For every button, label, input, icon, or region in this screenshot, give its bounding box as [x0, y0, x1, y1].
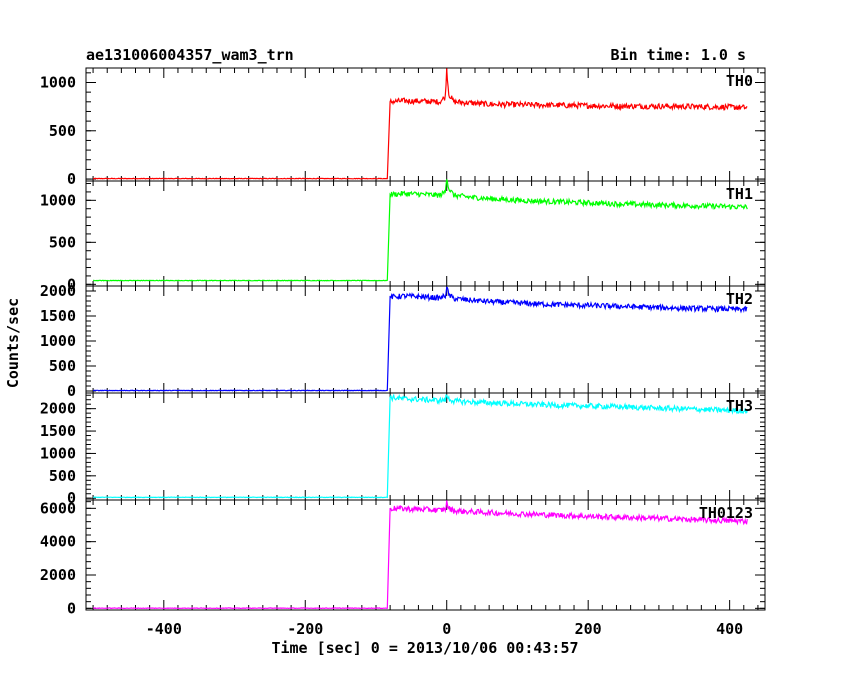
panel-label-th1: TH1: [726, 185, 753, 203]
x-tick-label: -400: [146, 620, 182, 638]
y-tick-label-th3: 1000: [40, 444, 76, 462]
panel-label-th0123: TH0123: [699, 504, 753, 522]
x-tick-label: 400: [716, 620, 743, 638]
panel-label-th0: TH0: [726, 72, 753, 90]
bin-time-label: Bin time: 1.0 s: [610, 46, 746, 64]
panel-frame-th3: [85, 392, 766, 501]
panel-label-th2: TH2: [726, 290, 753, 308]
y-tick-label-th1: 0: [67, 275, 76, 293]
x-tick-label: 200: [575, 620, 602, 638]
y-tick-label-th1: 500: [49, 233, 76, 251]
series-line-th2: [93, 286, 748, 392]
y-tick-label-th3: 1500: [40, 422, 76, 440]
y-tick-label-th2: 1000: [40, 332, 76, 350]
y-tick-label-th0123: 2000: [40, 566, 76, 584]
series-line-th3: [93, 393, 748, 499]
y-tick-label-th0123: 6000: [40, 499, 76, 517]
y-tick-label-th3: 0: [67, 489, 76, 507]
series-line-th0: [92, 68, 748, 180]
panel-label-th3: TH3: [726, 397, 753, 415]
y-axis-label: Counts/sec: [4, 298, 22, 388]
y-tick-label-th2: 2000: [40, 282, 76, 300]
y-tick-label-th1: 1000: [40, 191, 76, 209]
y-tick-label-th2: 0: [67, 382, 76, 400]
y-tick-label-th0123: 4000: [40, 533, 76, 551]
y-tick-label-th0: 1000: [40, 73, 76, 91]
series-line-th1: [93, 179, 748, 282]
y-tick-label-th0123: 0: [67, 599, 76, 617]
y-tick-label-th2: 1500: [40, 307, 76, 325]
x-tick-label: 0: [442, 620, 451, 638]
panel-frame-th2: [85, 285, 766, 394]
y-tick-label-th3: 2000: [40, 400, 76, 418]
chart-title: ae131006004357_wam3_trn: [86, 46, 294, 64]
x-tick-label: -200: [287, 620, 323, 638]
y-tick-label-th2: 500: [49, 357, 76, 375]
y-tick-label-th3: 500: [49, 467, 76, 485]
panel-frame-th1: [85, 180, 766, 287]
y-tick-label-th0: 500: [49, 122, 76, 140]
panel-frame-th0: [85, 67, 766, 182]
x-axis-label: Time [sec] 0 = 2013/10/06 00:43:57: [271, 639, 578, 657]
y-tick-label-th0: 0: [67, 170, 76, 188]
series-line-th0123: [92, 500, 748, 610]
